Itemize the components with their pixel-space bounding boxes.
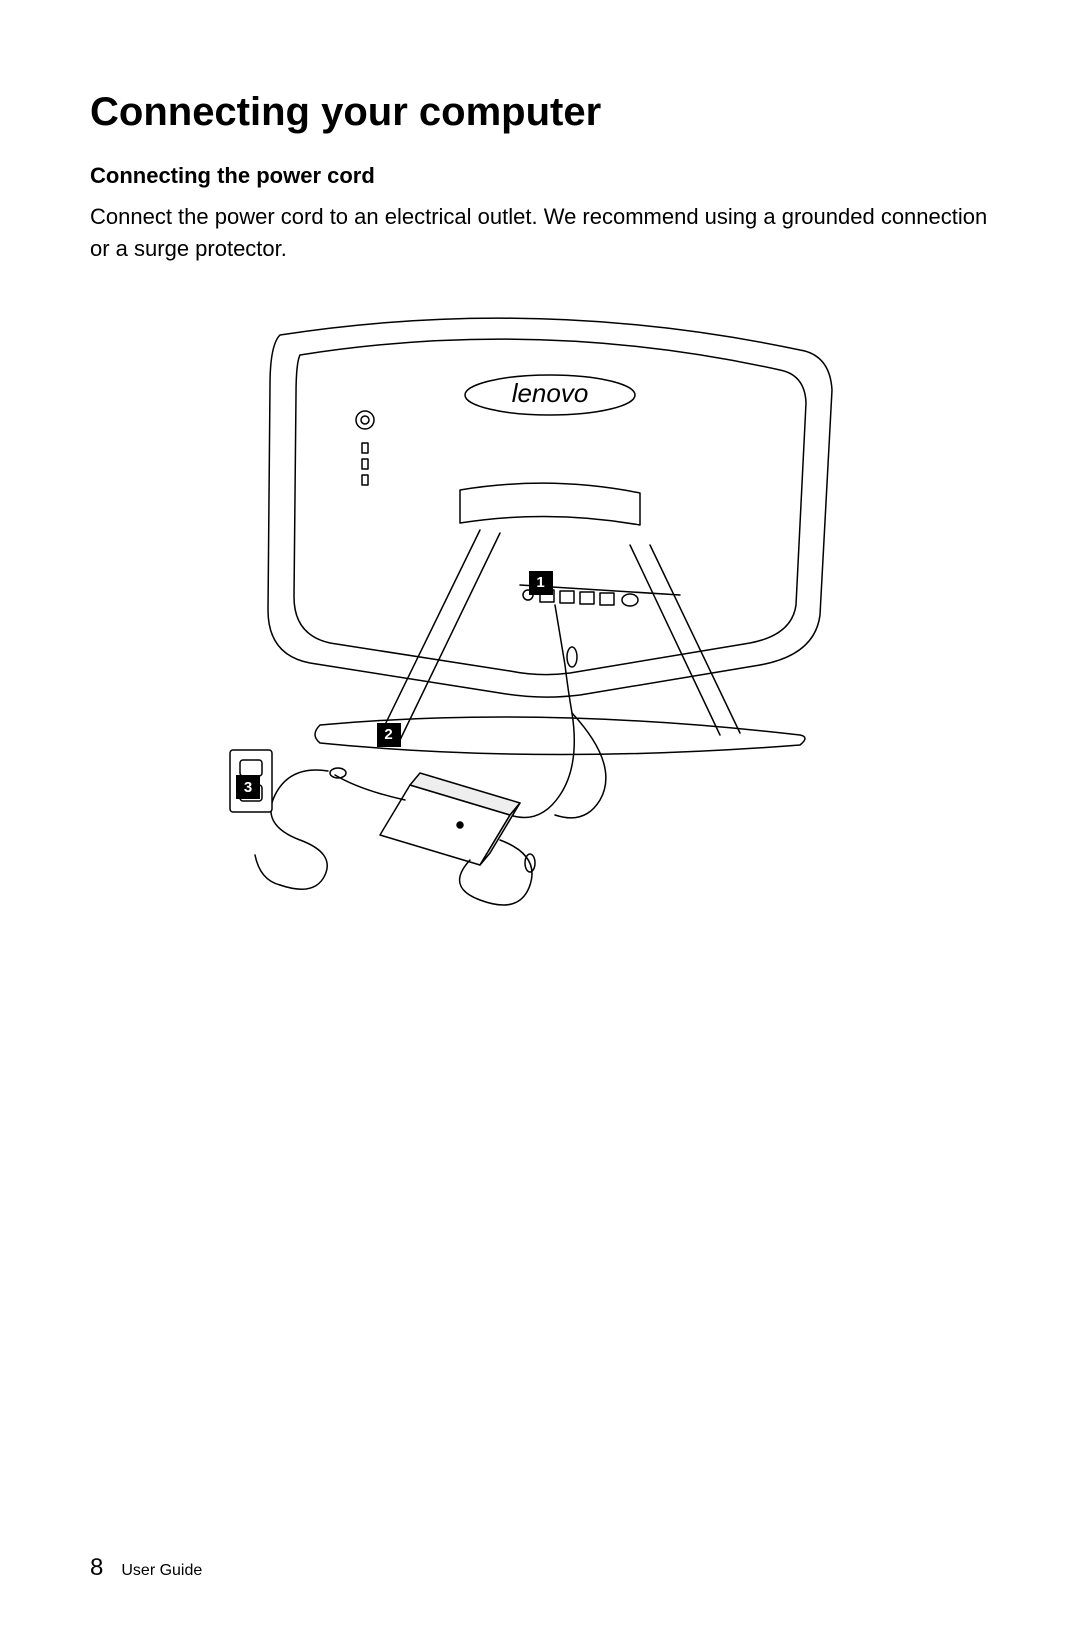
callout-2: 2 <box>377 723 401 747</box>
brand-logo-text: lenovo <box>512 378 589 408</box>
page-title: Connecting your computer <box>90 90 990 135</box>
section-subhead: Connecting the power cord <box>90 163 990 189</box>
page-footer: 8 User Guide <box>90 1554 202 1582</box>
callout-3: 3 <box>236 775 260 799</box>
page-number: 8 <box>90 1554 103 1582</box>
power-connection-diagram: lenovo <box>160 295 920 915</box>
document-page: Connecting your computer Connecting the … <box>0 0 1080 1642</box>
figure-container: lenovo <box>90 295 990 915</box>
diagram-svg: lenovo <box>160 295 920 915</box>
callout-1: 1 <box>529 571 553 595</box>
footer-label: User Guide <box>121 1562 202 1580</box>
section-body: Connect the power cord to an electrical … <box>90 201 990 265</box>
